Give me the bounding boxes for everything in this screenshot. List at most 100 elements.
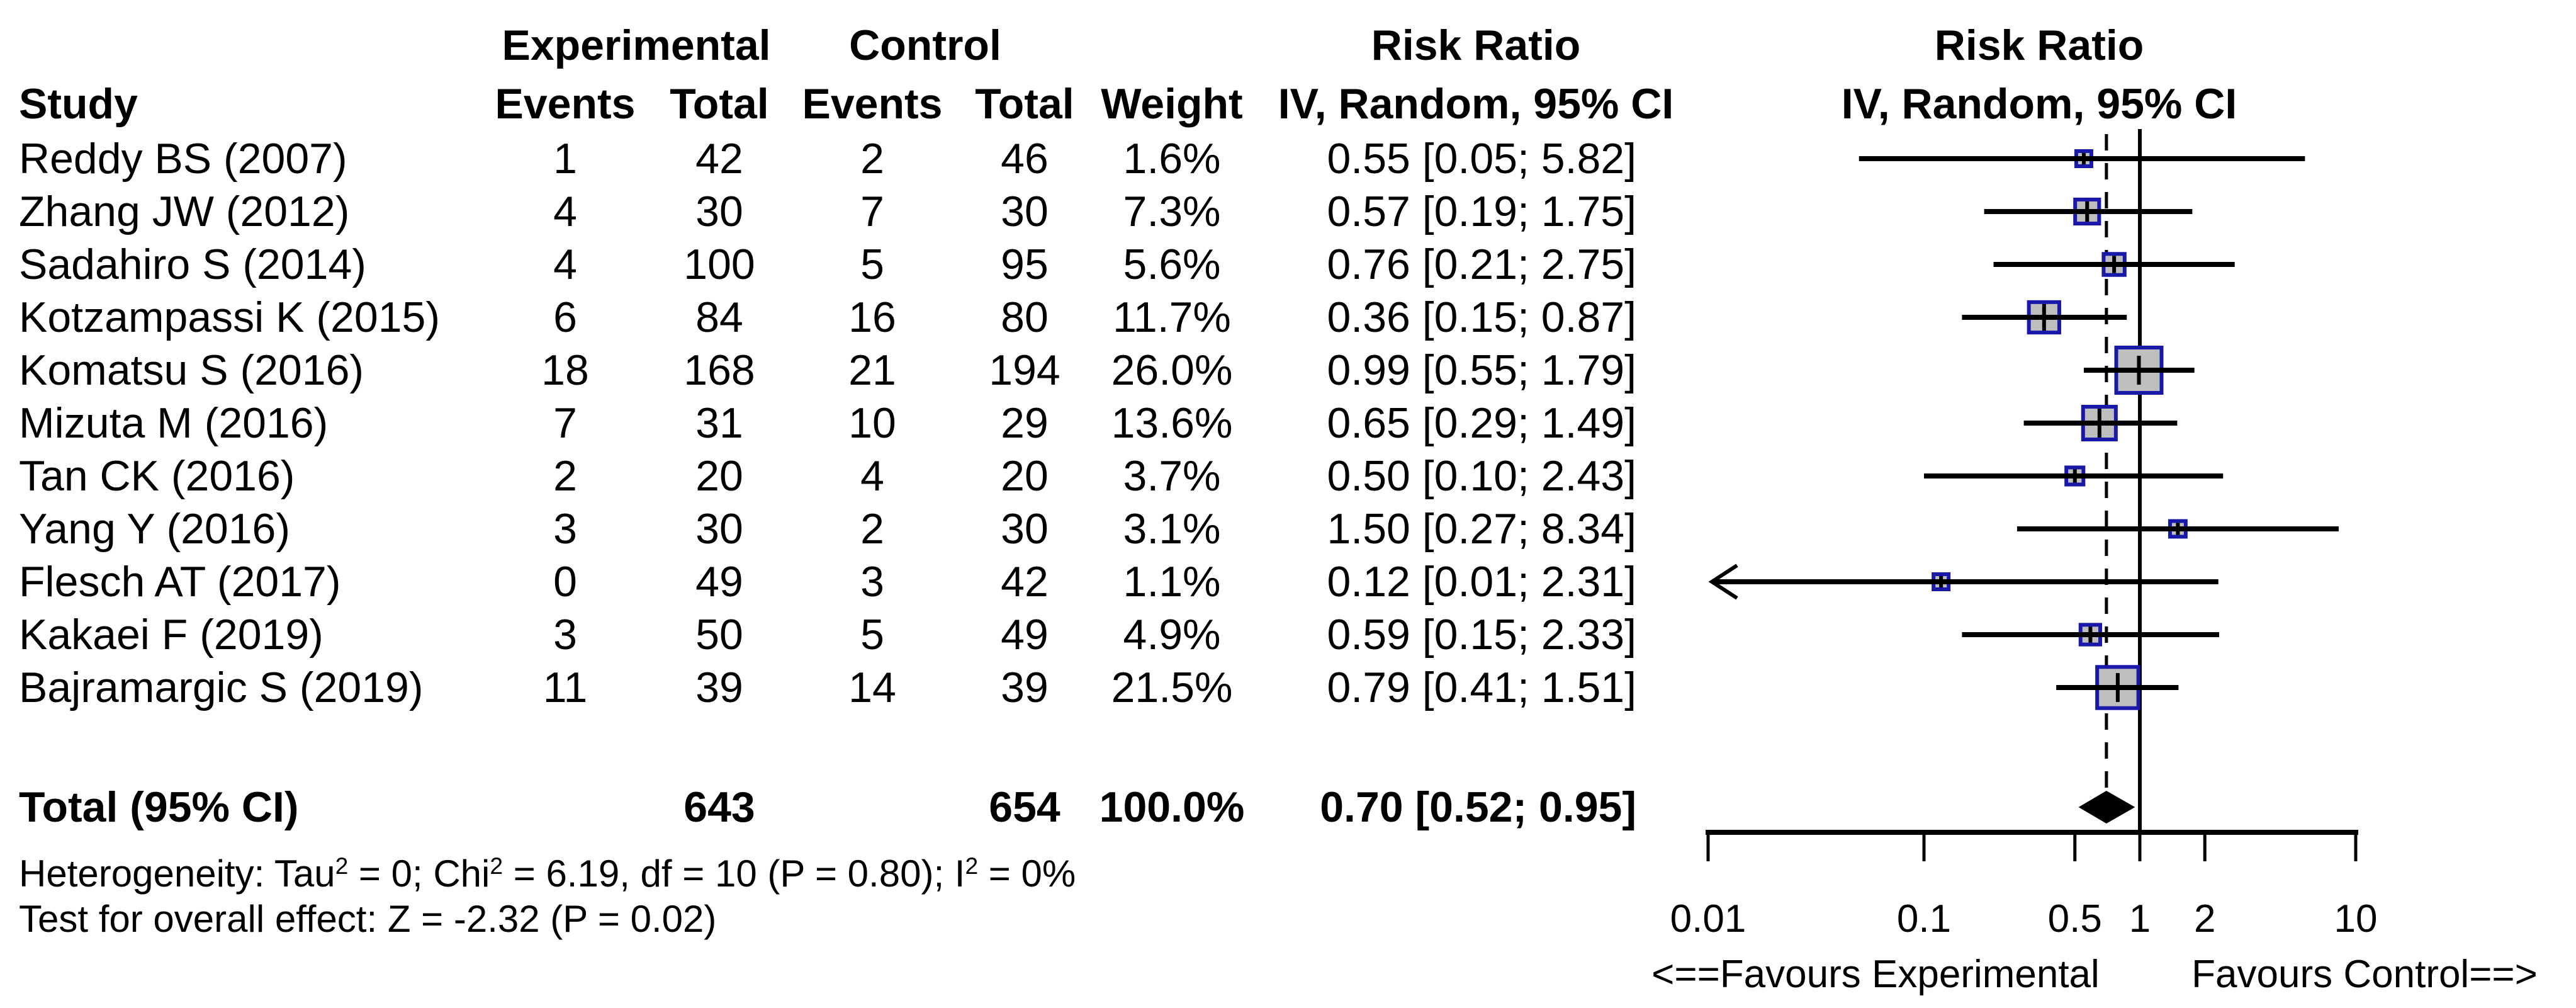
total-control-total: 654 (989, 783, 1060, 831)
experimental-total: 42 (695, 135, 743, 183)
risk-ratio-ci: 0.76 [0.21; 2.75] (1327, 241, 1636, 288)
experimental-total: 168 (683, 346, 755, 394)
study-name: Bajramargic S (2019) (19, 664, 424, 711)
axis-tick-label: 10 (2334, 897, 2378, 941)
overall-effect-text: Test for overall effect: Z = -2.32 (P = … (19, 898, 717, 940)
weight: 3.1% (1123, 505, 1221, 553)
header-control-group: Control (849, 21, 1001, 69)
heterogeneity-text: Heterogeneity: Tau2 = 0; Chi2 = 6.19, df… (19, 852, 1076, 895)
experimental-events: 3 (553, 611, 577, 659)
total-row-label: Total (95% CI) (19, 783, 299, 831)
header-control-events: Events (802, 80, 943, 128)
control-events: 2 (860, 135, 884, 183)
study-name: Sadahiro S (2014) (19, 241, 366, 288)
control-events: 14 (848, 664, 896, 711)
study-name: Flesch AT (2017) (19, 558, 341, 606)
control-total: 80 (1001, 293, 1049, 341)
risk-ratio-ci: 0.99 [0.55; 1.79] (1327, 346, 1636, 394)
risk-ratio-ci: 0.50 [0.10; 2.43] (1327, 452, 1636, 500)
study-name: Tan CK (2016) (19, 452, 295, 500)
control-total: 20 (1001, 452, 1049, 500)
weight: 1.6% (1123, 135, 1221, 183)
experimental-total: 30 (695, 505, 743, 553)
header-control-total: Total (975, 80, 1074, 128)
arrow-left-icon (1708, 563, 1738, 600)
experimental-total: 39 (695, 664, 743, 711)
risk-ratio-ci: 1.50 [0.27; 8.34] (1327, 505, 1636, 553)
control-events: 3 (860, 558, 884, 606)
experimental-events: 4 (553, 241, 577, 288)
risk-ratio-ci: 0.36 [0.15; 0.87] (1327, 293, 1636, 341)
axis-tick-label: 2 (2194, 897, 2216, 941)
header-weight: Weight (1101, 80, 1243, 128)
header-risk-ratio-text: Risk Ratio (1371, 21, 1581, 69)
experimental-total: 100 (683, 241, 755, 288)
control-events: 5 (860, 611, 884, 659)
control-events: 4 (860, 452, 884, 500)
control-total: 95 (1001, 241, 1049, 288)
favours-experimental-label: <==Favours Experimental (1651, 953, 2100, 996)
superscript: 2 (490, 852, 503, 879)
control-total: 30 (1001, 505, 1049, 553)
experimental-total: 20 (695, 452, 743, 500)
study-name: Yang Y (2016) (19, 505, 291, 553)
experimental-events: 7 (553, 399, 577, 447)
experimental-total: 49 (695, 558, 743, 606)
weight: 4.9% (1123, 611, 1221, 659)
weight: 1.1% (1123, 558, 1221, 606)
total-risk-ratio-ci: 0.70 [0.52; 0.95] (1320, 783, 1636, 831)
study-name: Komatsu S (2016) (19, 346, 364, 394)
total-weight: 100.0% (1099, 783, 1245, 831)
control-total: 194 (989, 346, 1060, 394)
control-events: 10 (848, 399, 896, 447)
control-events: 21 (848, 346, 896, 394)
favours-control-label: Favours Control==> (2191, 953, 2538, 996)
axis-tick-label: 0.01 (1670, 897, 1746, 941)
pooled-diamond (2078, 791, 2135, 824)
experimental-events: 2 (553, 452, 577, 500)
experimental-events: 3 (553, 505, 577, 553)
weight: 5.6% (1123, 241, 1221, 288)
control-total: 46 (1001, 135, 1049, 183)
study-name: Zhang JW (2012) (19, 188, 350, 235)
experimental-total: 30 (695, 188, 743, 235)
header-risk-ratio-plot: Risk Ratio (1934, 21, 2144, 69)
header-study: Study (19, 80, 138, 128)
control-total: 30 (1001, 188, 1049, 235)
study-name: Kakaei F (2019) (19, 611, 323, 659)
control-total: 39 (1001, 664, 1049, 711)
axis-tick-label: 0.5 (2047, 897, 2102, 941)
study-name: Reddy BS (2007) (19, 135, 347, 183)
risk-ratio-ci: 0.57 [0.19; 1.75] (1327, 188, 1636, 235)
control-events: 5 (860, 241, 884, 288)
experimental-total: 84 (695, 293, 743, 341)
control-events: 7 (860, 188, 884, 235)
header-model-text: IV, Random, 95% CI (1278, 80, 1674, 128)
total-experimental-total: 643 (683, 783, 755, 831)
weight: 26.0% (1111, 346, 1233, 394)
risk-ratio-ci: 0.65 [0.29; 1.49] (1327, 399, 1636, 447)
risk-ratio-ci: 0.12 [0.01; 2.31] (1327, 558, 1636, 606)
risk-ratio-ci: 0.79 [0.41; 1.51] (1327, 664, 1636, 711)
control-events: 16 (848, 293, 896, 341)
header-model-plot: IV, Random, 95% CI (1841, 80, 2237, 128)
experimental-events: 1 (553, 135, 577, 183)
experimental-events: 4 (553, 188, 577, 235)
weight: 7.3% (1123, 188, 1221, 235)
axis-tick-label: 1 (2129, 897, 2151, 941)
weight: 11.7% (1113, 293, 1231, 341)
study-name: Mizuta M (2016) (19, 399, 329, 447)
weight: 13.6% (1111, 399, 1233, 447)
experimental-events: 11 (543, 664, 588, 711)
control-total: 29 (1001, 399, 1049, 447)
header-experimental-events: Events (495, 80, 636, 128)
control-total: 42 (1001, 558, 1049, 606)
header-experimental-total: Total (670, 80, 769, 128)
risk-ratio-ci: 0.59 [0.15; 2.33] (1327, 611, 1636, 659)
axis-tick-label: 0.1 (1896, 897, 1952, 941)
experimental-events: 6 (553, 293, 577, 341)
control-total: 49 (1001, 611, 1049, 659)
superscript: 2 (335, 852, 349, 879)
experimental-events: 18 (541, 346, 589, 394)
